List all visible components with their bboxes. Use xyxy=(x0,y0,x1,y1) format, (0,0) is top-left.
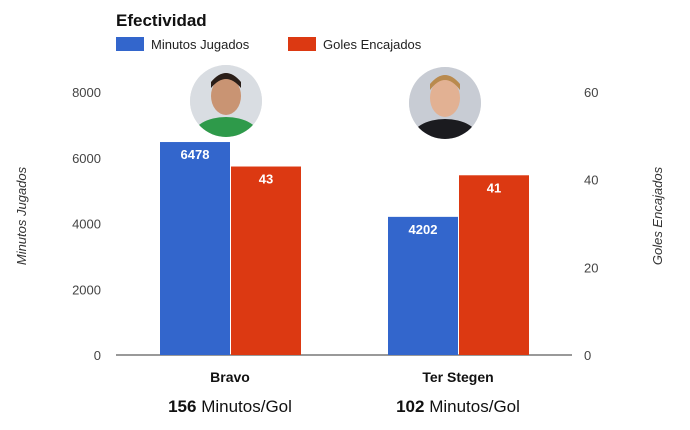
y-left-tick-label: 6000 xyxy=(72,151,101,166)
y-left-tick-label: 2000 xyxy=(72,282,101,297)
bar-value-label: 41 xyxy=(487,180,501,195)
minutes-per-goal-unit: Minutos/Gol xyxy=(424,397,519,416)
bar-value-label: 6478 xyxy=(181,147,210,162)
bars: 6478 43 4202 41 xyxy=(160,142,529,355)
y-axis-left-label: Minutos Jugados xyxy=(14,166,29,265)
category-labels: Bravo 156 Minutos/Gol Ter Stegen 102 Minuto… xyxy=(168,369,520,416)
minutes-per-goal-value: 156 xyxy=(168,397,196,416)
player-photo-bravo xyxy=(190,65,262,137)
bar-goles xyxy=(231,166,301,355)
minutes-per-goal-value: 102 xyxy=(396,397,424,416)
category-label: Bravo xyxy=(210,369,250,385)
minutes-per-goal-annotation: 102 Minutos/Gol xyxy=(396,397,520,416)
bar-value-label: 43 xyxy=(259,172,273,187)
y-axis-right-ticks: 0 20 40 60 xyxy=(584,85,598,363)
y-left-tick-label: 0 xyxy=(94,348,101,363)
bar-minutos xyxy=(388,216,458,355)
bar-value-label: 4202 xyxy=(409,222,438,237)
y-axis-right-label: Goles Encajados xyxy=(650,166,665,265)
legend: Minutos Jugados Goles Encajados xyxy=(116,37,422,52)
y-axis-left-ticks: 0 2000 4000 6000 8000 xyxy=(72,85,101,363)
minutes-per-goal-unit: Minutos/Gol xyxy=(196,397,291,416)
y-left-tick-label: 4000 xyxy=(72,217,101,232)
legend-swatch-minutos xyxy=(116,37,144,51)
minutes-per-goal-annotation: 156 Minutos/Gol xyxy=(168,397,292,416)
bar-minutos xyxy=(160,142,230,355)
chart-title: Efectividad xyxy=(116,11,207,30)
y-right-tick-label: 20 xyxy=(584,260,598,275)
y-left-tick-label: 8000 xyxy=(72,85,101,100)
category-label: Ter Stegen xyxy=(422,369,493,385)
y-right-tick-label: 0 xyxy=(584,348,591,363)
legend-label-minutos: Minutos Jugados xyxy=(151,37,250,52)
player-photo-ter-stegen xyxy=(409,67,481,139)
legend-label-goles: Goles Encajados xyxy=(323,37,422,52)
legend-swatch-goles xyxy=(288,37,316,51)
bar-goles xyxy=(459,175,529,355)
y-right-tick-label: 40 xyxy=(584,173,598,188)
y-right-tick-label: 60 xyxy=(584,85,598,100)
